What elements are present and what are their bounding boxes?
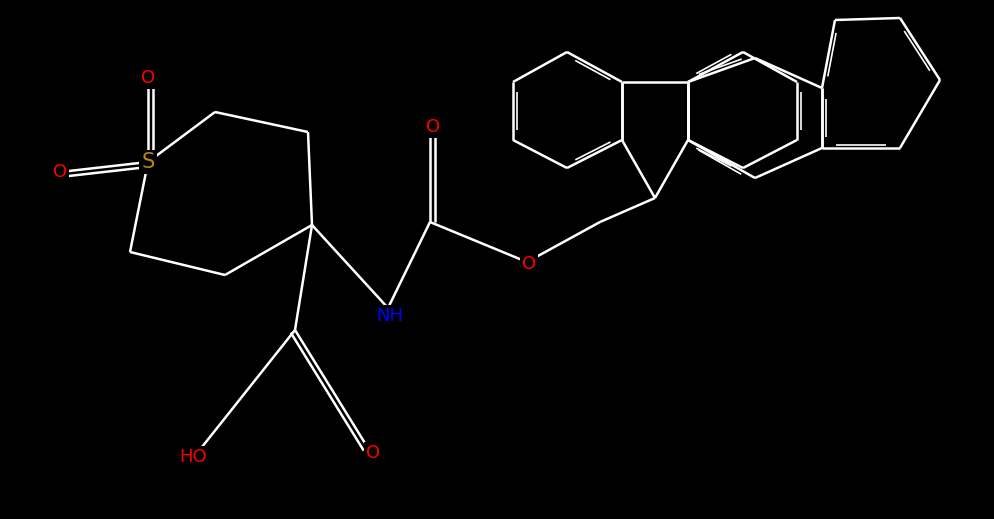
Text: NH: NH [376,307,404,325]
Text: O: O [522,255,536,273]
Text: O: O [425,118,439,136]
Text: S: S [141,152,154,172]
Text: O: O [141,69,155,87]
Text: O: O [53,163,67,181]
Text: HO: HO [179,448,207,466]
Text: O: O [366,444,380,462]
